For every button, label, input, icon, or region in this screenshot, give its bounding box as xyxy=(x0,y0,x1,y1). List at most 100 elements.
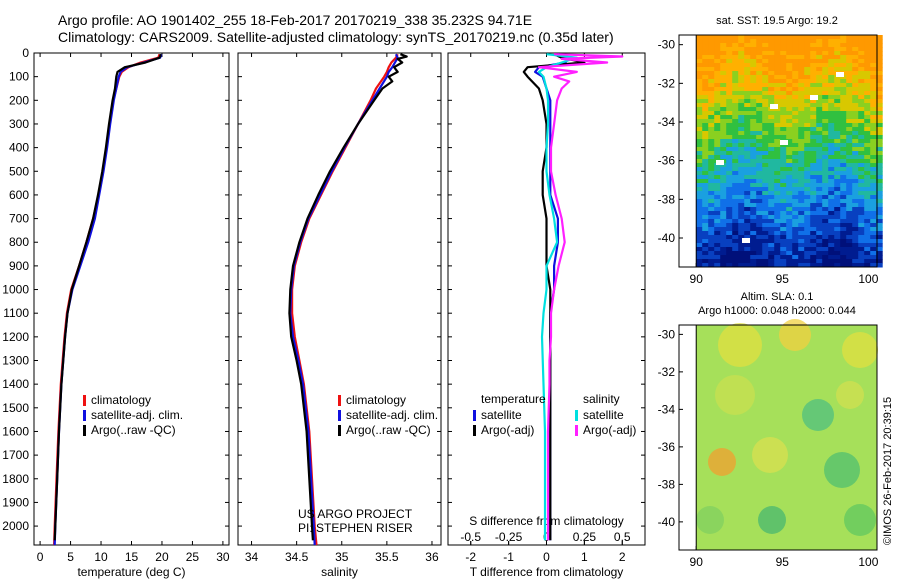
sst-cell xyxy=(810,175,817,180)
sst-cell xyxy=(708,143,715,148)
sst-cell xyxy=(846,79,853,84)
sst-cell xyxy=(762,123,769,128)
sst-cell xyxy=(846,131,853,136)
sst-cell xyxy=(846,223,853,228)
sst-cell xyxy=(750,83,757,88)
sst-cell xyxy=(852,179,859,184)
sst-cell xyxy=(864,35,871,40)
sst-cell xyxy=(708,119,715,124)
sst-cell xyxy=(750,135,757,140)
sst-cell xyxy=(720,99,727,104)
sst-cell xyxy=(708,59,715,64)
sst-cell xyxy=(726,235,733,240)
sst-cell xyxy=(720,127,727,132)
sst-cell xyxy=(792,71,799,76)
sst-cell xyxy=(780,127,787,132)
sst-cell xyxy=(720,187,727,192)
sst-cell xyxy=(762,115,769,120)
sst-cell xyxy=(720,171,727,176)
sst-cell xyxy=(786,83,793,88)
sst-cell xyxy=(834,223,841,228)
sst-cell xyxy=(822,207,829,212)
sst-cell xyxy=(768,87,775,92)
sst-cell xyxy=(864,191,871,196)
sst-cell xyxy=(840,95,847,100)
sst-cell xyxy=(702,51,709,56)
sst-cell xyxy=(732,163,739,168)
sst-cell xyxy=(708,107,715,112)
sst-cell xyxy=(720,239,727,244)
sst-cell xyxy=(858,255,865,260)
sst-cell xyxy=(738,219,745,224)
sst-cell xyxy=(852,47,859,52)
sst-cell xyxy=(810,99,817,104)
legend-swatch xyxy=(83,410,86,421)
sst-cell xyxy=(822,135,829,140)
sst-cell xyxy=(756,175,763,180)
sst-cell xyxy=(834,123,841,128)
sst-cell xyxy=(750,179,757,184)
sst-cell xyxy=(834,207,841,212)
sst-cell xyxy=(702,259,709,264)
sst-cell xyxy=(804,47,811,52)
sst-cell xyxy=(780,171,787,176)
sst-cell xyxy=(780,135,787,140)
sst-cell xyxy=(810,227,817,232)
sst-cell xyxy=(762,103,769,108)
sst-cell xyxy=(762,95,769,100)
sst-cell xyxy=(786,151,793,156)
sst-cell xyxy=(768,187,775,192)
sst-cell xyxy=(870,139,877,144)
sst-cell xyxy=(708,207,715,212)
sst-cell xyxy=(810,259,817,264)
y-tick-label: 200 xyxy=(9,93,29,107)
sst-cell xyxy=(732,151,739,156)
sst-cell xyxy=(870,35,877,40)
sst-cell xyxy=(738,55,745,60)
sst-cell xyxy=(702,47,709,52)
sst-cell xyxy=(702,179,709,184)
sst-cell xyxy=(870,219,877,224)
sst-cell xyxy=(708,219,715,224)
sst-cell xyxy=(738,91,745,96)
sst-cell xyxy=(762,139,769,144)
sst-cell xyxy=(708,35,715,40)
sst-cell xyxy=(804,175,811,180)
sst-cell xyxy=(852,151,859,156)
sst-cell xyxy=(846,99,853,104)
sst-cell xyxy=(792,119,799,124)
sst-cell xyxy=(858,155,865,160)
sst-cell xyxy=(720,179,727,184)
sst-cell xyxy=(852,55,859,60)
sst-cell xyxy=(858,167,865,172)
sst-cell xyxy=(744,123,751,128)
sst-cell xyxy=(714,183,721,188)
sst-cell xyxy=(744,71,751,76)
sst-cell xyxy=(774,179,781,184)
sst-cell xyxy=(756,143,763,148)
sst-cell xyxy=(762,147,769,152)
sst-cell xyxy=(744,127,751,132)
sst-cell xyxy=(720,223,727,228)
sst-cell xyxy=(804,123,811,128)
sst-cell xyxy=(858,219,865,224)
sst-cell xyxy=(804,259,811,264)
sst-cell xyxy=(798,35,805,40)
sst-cell xyxy=(852,111,859,116)
y-tick-label: 800 xyxy=(9,235,29,249)
sst-cell xyxy=(786,139,793,144)
sst-cell xyxy=(822,183,829,188)
sst-cell xyxy=(786,191,793,196)
sst-cell xyxy=(792,255,799,260)
sst-cell xyxy=(702,79,709,84)
sst-cell xyxy=(810,215,817,220)
sst-cell xyxy=(828,39,835,44)
sst-cell xyxy=(750,123,757,128)
sst-cell xyxy=(822,179,829,184)
sst-cell xyxy=(714,147,721,152)
sst-cell xyxy=(744,251,751,256)
sst-cell xyxy=(738,143,745,148)
sst-cell xyxy=(852,247,859,252)
